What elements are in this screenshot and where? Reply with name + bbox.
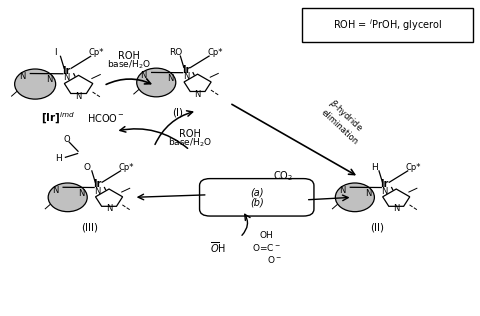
Text: N: N <box>365 189 372 198</box>
Text: Ir: Ir <box>94 179 102 190</box>
FancyBboxPatch shape <box>302 8 473 42</box>
Text: (b): (b) <box>250 198 264 207</box>
Ellipse shape <box>15 69 56 99</box>
Text: N: N <box>75 92 82 101</box>
Text: ROH: ROH <box>118 51 140 61</box>
Text: base/H$_2$O: base/H$_2$O <box>107 59 151 71</box>
Text: Ir: Ir <box>182 65 190 75</box>
Ellipse shape <box>336 183 374 212</box>
Text: $\beta$-hydride
elimination: $\beta$-hydride elimination <box>319 97 370 146</box>
Text: Ir: Ir <box>62 66 71 76</box>
Text: (a): (a) <box>250 187 264 197</box>
Text: N: N <box>95 187 101 196</box>
Text: (I): (I) <box>173 107 183 118</box>
Polygon shape <box>96 189 122 206</box>
Text: CO$_2$: CO$_2$ <box>273 169 293 183</box>
Text: N: N <box>106 204 112 213</box>
Text: Cp*: Cp* <box>89 48 105 57</box>
Text: RO: RO <box>169 48 182 57</box>
Text: ROH = $^i$PrOH, glycerol: ROH = $^i$PrOH, glycerol <box>333 17 442 33</box>
Text: Ir: Ir <box>381 179 389 190</box>
Text: N: N <box>52 186 58 195</box>
Text: OH: OH <box>260 231 273 240</box>
Text: N: N <box>393 204 399 213</box>
Text: O=C$^-$: O=C$^-$ <box>252 242 281 253</box>
Text: (II): (II) <box>370 222 384 232</box>
Polygon shape <box>184 74 211 91</box>
Ellipse shape <box>48 183 87 212</box>
Text: ROH: ROH <box>179 130 201 139</box>
Text: N: N <box>167 74 173 83</box>
Text: N: N <box>140 71 147 80</box>
Text: N: N <box>78 189 84 198</box>
Polygon shape <box>383 189 410 206</box>
Text: Cp*: Cp* <box>119 163 134 172</box>
Text: N: N <box>382 187 388 196</box>
Text: N: N <box>339 186 346 195</box>
Text: N: N <box>19 72 25 81</box>
Ellipse shape <box>137 68 176 97</box>
Text: I: I <box>54 48 57 57</box>
Text: O: O <box>63 136 70 144</box>
Text: N: N <box>183 72 189 81</box>
Text: O$^-$: O$^-$ <box>267 254 282 265</box>
Text: N: N <box>46 75 53 84</box>
Text: base/H$_2$O: base/H$_2$O <box>168 137 212 149</box>
Text: Cp*: Cp* <box>406 163 421 172</box>
Text: N: N <box>194 90 201 99</box>
Text: Cp*: Cp* <box>207 48 223 57</box>
Text: $\overline{O}$H: $\overline{O}$H <box>210 240 227 255</box>
Text: HCOO$^-$: HCOO$^-$ <box>87 112 125 124</box>
FancyBboxPatch shape <box>200 179 314 216</box>
Text: H: H <box>55 154 62 162</box>
Text: O: O <box>84 163 91 172</box>
Polygon shape <box>64 75 93 94</box>
Text: (III): (III) <box>81 222 98 232</box>
Text: [Ir]$^{imd}$: [Ir]$^{imd}$ <box>41 110 75 125</box>
Text: H: H <box>371 163 378 172</box>
Text: N: N <box>63 73 70 82</box>
